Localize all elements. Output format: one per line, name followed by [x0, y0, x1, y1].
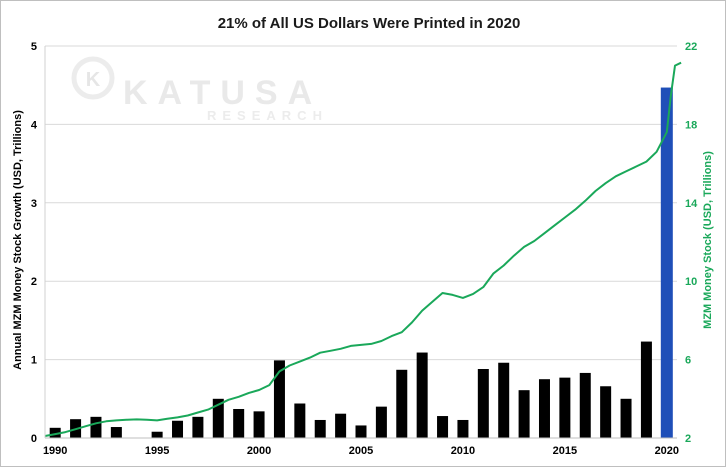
x-tick-label: 2010: [451, 445, 475, 457]
watermark-logo-letter: K: [86, 69, 101, 91]
x-tick-label: 1995: [145, 445, 169, 457]
x-tick-label: 1990: [43, 445, 67, 457]
bar-1992: [90, 416, 102, 438]
watermark-sub: RESEARCH: [207, 108, 328, 123]
bar-2005: [355, 425, 367, 438]
bar-2020: [660, 87, 673, 438]
bar-2014: [538, 379, 550, 438]
x-tick-label: 2020: [655, 445, 679, 457]
left-tick-label: 0: [31, 433, 37, 445]
bar-2001: [273, 360, 285, 438]
bar-2011: [477, 369, 489, 438]
bar-2003: [314, 419, 326, 438]
bar-2002: [294, 403, 306, 438]
bar-2012: [498, 362, 510, 438]
line-series: [44, 61, 682, 437]
right-tick-label: 2: [685, 433, 691, 445]
bar-2017: [600, 386, 612, 438]
right-tick-label: 22: [685, 41, 697, 53]
watermark-logo-icon: [71, 56, 115, 100]
watermark-main: KATUSA: [123, 74, 322, 112]
axes: 0 1 2 3 4 5 2 6 10 14 18 22 1990 1995 2000 2005 2010 2015…: [31, 41, 698, 457]
left-tick-label: 2: [31, 276, 37, 288]
bar-2019: [640, 341, 652, 438]
bar-1996: [172, 420, 184, 438]
chart-title: 21% of All US Dollars Were Printed in 20…: [218, 15, 521, 32]
bar-2008: [416, 352, 428, 438]
left-tick-label: 4: [31, 119, 38, 131]
bar-2006: [375, 406, 387, 438]
right-tick-label: 14: [685, 198, 698, 210]
bar-2000: [253, 411, 265, 438]
left-axis-label: Annual MZM Money Stock Growth (USD, Tril…: [12, 110, 24, 370]
bar-2015: [559, 377, 571, 438]
bar-1997: [192, 416, 204, 438]
bar-1999: [233, 408, 245, 438]
bar-2004: [335, 413, 347, 438]
left-tick-label: 1: [31, 355, 37, 367]
right-axis-label: MZM Money Stock (USD, Trillions): [702, 151, 714, 329]
x-tick-label: 2015: [553, 445, 577, 457]
bar-1993: [110, 427, 122, 438]
bar-2007: [396, 369, 408, 438]
bar-2016: [579, 372, 591, 438]
left-tick-label: 5: [31, 41, 37, 53]
bar-series: [49, 87, 673, 438]
right-tick-label: 10: [685, 276, 697, 288]
mzm-stock-line: [44, 61, 682, 437]
right-tick-label: 6: [685, 355, 691, 367]
bar-1995: [151, 431, 163, 438]
bar-2010: [457, 419, 469, 438]
katusa-watermark: K KATUSA RESEARCH: [71, 56, 328, 123]
bar-1998: [212, 398, 224, 438]
x-tick-label: 2000: [247, 445, 271, 457]
bar-2018: [620, 398, 632, 438]
bar-2009: [437, 416, 449, 438]
bar-1990: [49, 427, 61, 438]
left-tick-label: 3: [31, 198, 37, 210]
x-tick-label: 2005: [349, 445, 373, 457]
bar-2013: [518, 390, 530, 438]
right-tick-label: 18: [685, 119, 697, 131]
